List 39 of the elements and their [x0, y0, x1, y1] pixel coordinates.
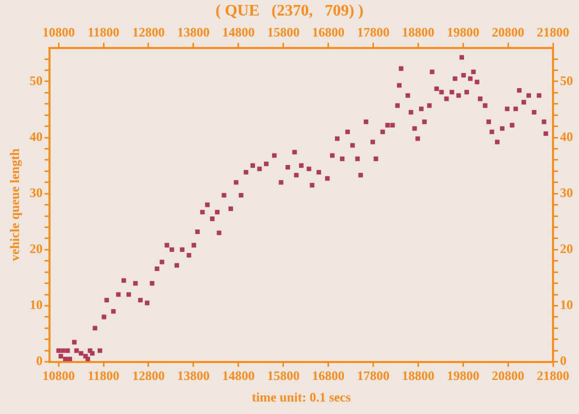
- y-tick-label: 20: [30, 241, 43, 256]
- x2-tick-label: 21800: [536, 24, 570, 40]
- x2-tick-label: 17800: [356, 24, 390, 40]
- y-tick-label: 10: [30, 297, 43, 312]
- x2-tick-label: 13800: [177, 24, 210, 40]
- x-tick-label: 12800: [132, 368, 165, 383]
- y-tick-label: 50: [30, 72, 43, 88]
- x-tick-label: 19800: [446, 368, 480, 383]
- x2-tick-label: 14800: [222, 24, 255, 40]
- y2-tick-label: 20: [560, 241, 573, 256]
- x2-tick-label: 11800: [88, 24, 120, 40]
- y-tick-label: 40: [30, 128, 43, 144]
- x-tick-label: 20800: [492, 368, 524, 383]
- x-tick-label: 10800: [42, 368, 75, 383]
- y2-tick-label: 50: [560, 72, 573, 88]
- x-tick-label: 18800: [402, 368, 434, 383]
- x-tick-label: 17800: [356, 368, 390, 383]
- y-axis-title: vehicle queue length: [7, 148, 22, 262]
- x2-tick-label: 15800: [267, 24, 300, 40]
- y2-tick-label: 30: [560, 184, 573, 200]
- x2-tick-label: 12800: [132, 24, 165, 40]
- y2-tick-label: 10: [560, 297, 573, 312]
- y-tick-label: 0: [36, 353, 43, 368]
- x2-tick-label: 19800: [446, 24, 480, 40]
- x-tick-label: 15800: [267, 368, 300, 383]
- x-tick-label: 21800: [536, 368, 570, 383]
- x-tick-label: 16800: [312, 368, 345, 383]
- y-tick-label: 30: [30, 184, 43, 200]
- x-tick-label: 11800: [88, 368, 120, 383]
- x2-tick-label: 10800: [42, 24, 75, 40]
- y2-tick-label: 0: [560, 353, 566, 368]
- x2-tick-label: 20800: [492, 24, 524, 40]
- y2-tick-label: 40: [560, 128, 573, 144]
- x-tick-label: 13800: [177, 368, 210, 383]
- x2-tick-label: 18800: [402, 24, 434, 40]
- x-axis-title: time unit: 0.1 secs: [252, 390, 351, 405]
- x-tick-label: 14800: [222, 368, 255, 383]
- x2-tick-label: 16800: [312, 24, 345, 40]
- chart-title: ( QUE (2370, 709) ): [216, 2, 364, 20]
